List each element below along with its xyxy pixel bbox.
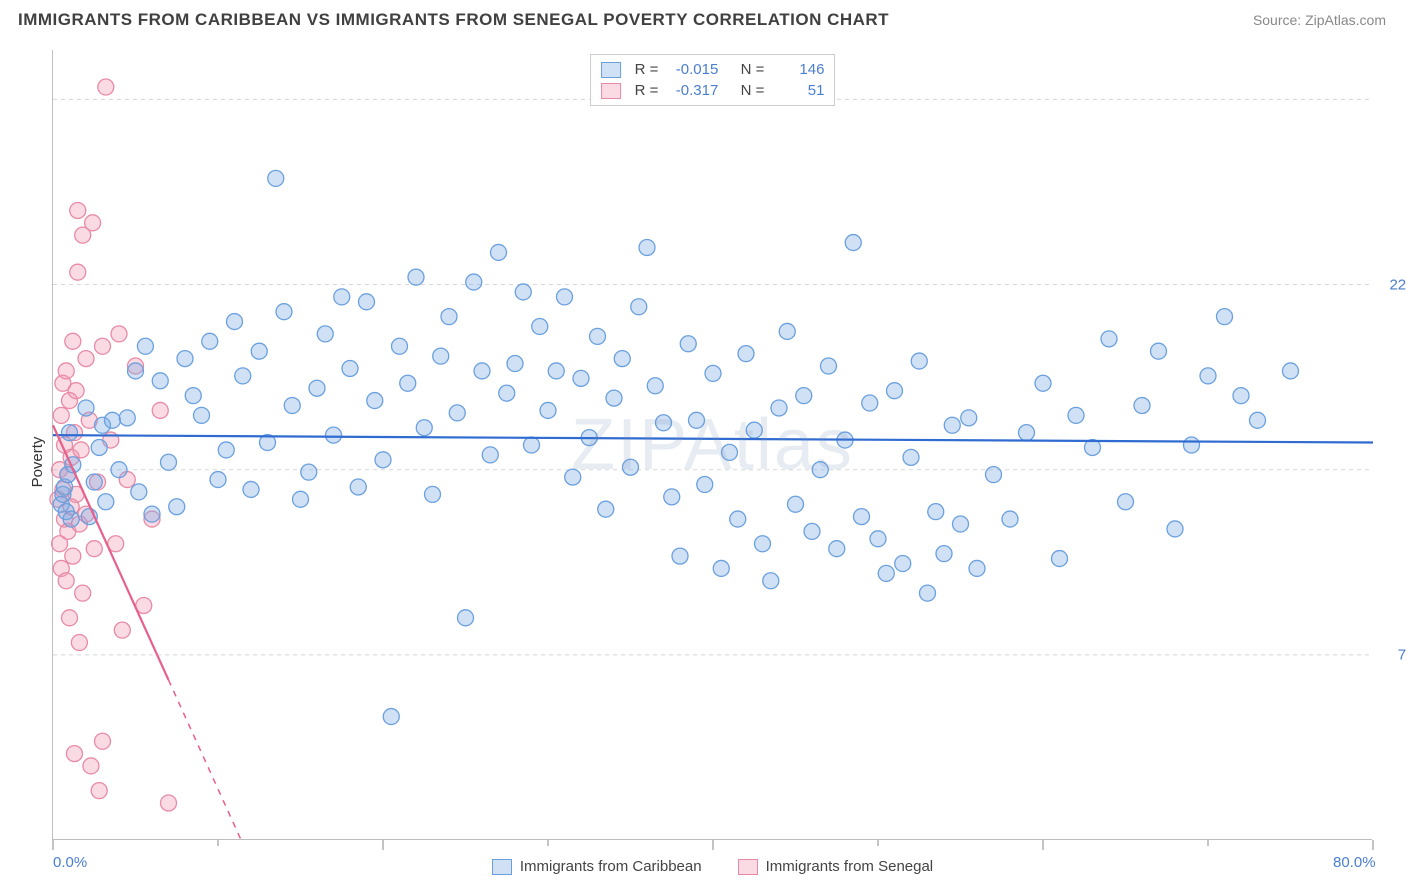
legend-label: Immigrants from Caribbean	[520, 858, 702, 875]
swatch-senegal	[738, 859, 758, 875]
legend-row-senegal: R = -0.317 N = 51	[601, 80, 825, 101]
r-label: R =	[635, 82, 659, 99]
n-value-senegal: 51	[774, 82, 824, 99]
n-value-caribbean: 146	[774, 61, 824, 78]
swatch-caribbean	[492, 859, 512, 875]
r-value-senegal: -0.317	[668, 82, 718, 99]
r-label: R =	[635, 61, 659, 78]
n-label: N =	[732, 82, 764, 99]
y-axis-label: Poverty	[29, 437, 46, 488]
legend-label: Immigrants from Senegal	[766, 858, 934, 875]
chart-container: Poverty ZIPAtlas R = -0.015 N = 146 R = …	[18, 42, 1388, 882]
swatch-caribbean	[601, 62, 621, 78]
y-tick-label: 7.5%	[1398, 646, 1406, 663]
plot-area: ZIPAtlas R = -0.015 N = 146 R = -0.317 N…	[52, 50, 1372, 840]
correlation-legend: R = -0.015 N = 146 R = -0.317 N = 51	[590, 54, 836, 106]
legend-row-caribbean: R = -0.015 N = 146	[601, 59, 825, 80]
y-tick-label: 22.5%	[1389, 276, 1406, 293]
series-legend: Immigrants from Caribbean Immigrants fro…	[53, 858, 1372, 875]
n-label: N =	[732, 61, 764, 78]
source-attribution: Source: ZipAtlas.com	[1253, 12, 1386, 28]
legend-item-senegal: Immigrants from Senegal	[738, 858, 934, 875]
swatch-senegal	[601, 83, 621, 99]
x-tick-label: 80.0%	[1333, 854, 1376, 871]
r-value-caribbean: -0.015	[668, 61, 718, 78]
chart-title: IMMIGRANTS FROM CARIBBEAN VS IMMIGRANTS …	[18, 10, 889, 30]
x-tick-label: 0.0%	[53, 854, 87, 871]
legend-item-caribbean: Immigrants from Caribbean	[492, 858, 702, 875]
